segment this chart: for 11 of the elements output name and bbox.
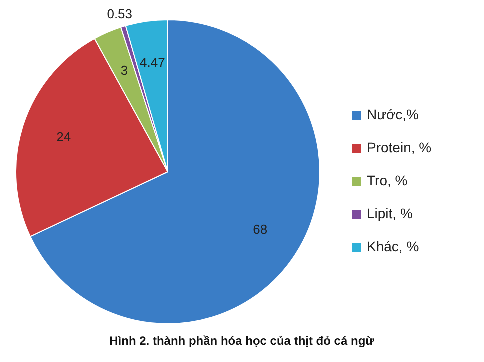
legend-label: Protein, % (367, 140, 432, 156)
data-label: 68 (253, 222, 268, 238)
data-label: 0.53 (107, 6, 133, 22)
legend-label: Nước,% (367, 106, 420, 123)
data-label: 3 (120, 63, 128, 78)
text: Hình 2. thành phần hóa học của thịt đỏ cá ngừ (110, 334, 375, 348)
legend-label: Tro, % (367, 172, 408, 189)
data-label: 4.47 (140, 55, 166, 70)
legend-label: Khác, % (367, 238, 420, 255)
legend-label: Lipit, % (367, 206, 413, 222)
data-label: 24 (56, 130, 72, 145)
